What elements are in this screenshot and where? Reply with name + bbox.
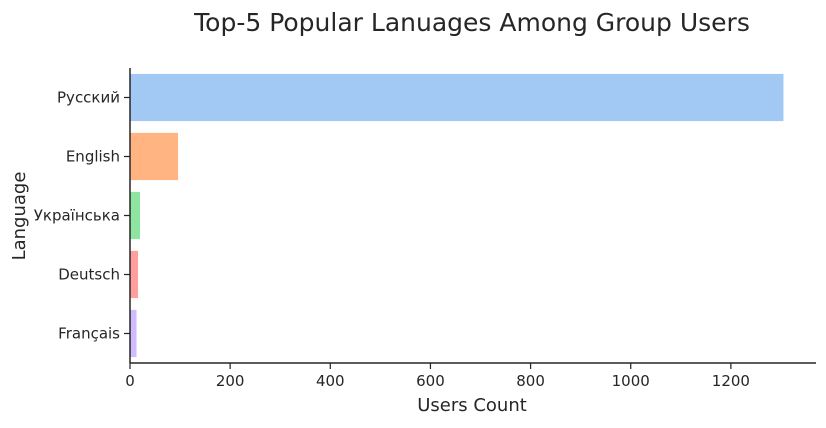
x-tick-label: 400	[316, 372, 345, 390]
y-tick-label: Deutsch	[58, 266, 120, 284]
bar	[130, 309, 137, 358]
x-tick-label: 1000	[612, 372, 650, 390]
bar	[130, 132, 179, 181]
bar	[130, 73, 784, 122]
y-axis-label: Language	[9, 172, 30, 261]
x-tick-label: 0	[125, 372, 135, 390]
x-tick-label: 200	[216, 372, 245, 390]
y-tick-label: English	[66, 148, 120, 166]
y-axis: Русский English Українська Deutsch Français	[34, 68, 131, 363]
x-tick-label: 600	[416, 372, 445, 390]
y-tick-label: Українська	[34, 207, 120, 225]
bar	[130, 191, 141, 240]
bar	[130, 250, 139, 299]
x-tick-label: 1200	[712, 372, 750, 390]
y-tick-label: Français	[58, 325, 120, 343]
x-axis: 0 200 400 600 800 1000 1200	[125, 362, 816, 390]
y-tick-label: Русский	[57, 89, 120, 107]
x-axis-label: Users Count	[417, 395, 527, 416]
bars-group	[130, 73, 784, 358]
x-tick-label: 800	[516, 372, 545, 390]
chart-title: Top-5 Popular Lanuages Among Group Users	[193, 8, 750, 37]
